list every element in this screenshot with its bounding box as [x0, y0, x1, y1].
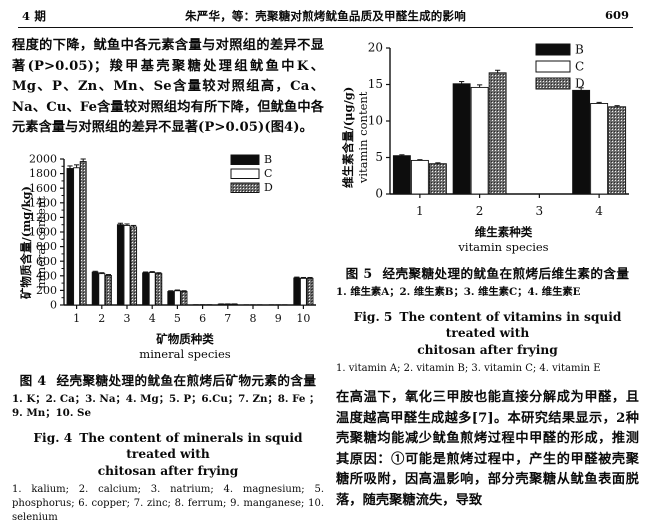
svg-text:0: 0 — [375, 187, 383, 201]
figure-4-caption-en-line2: chitosan after frying — [98, 464, 238, 478]
figure-4-key-en: 1. kalium; 2. calcium; 3. natrium; 4. ma… — [12, 483, 324, 525]
svg-text:D: D — [575, 77, 585, 91]
figure-5-ylabel: 维生素含量/(μg/g) vitamin content — [340, 87, 370, 188]
left-column: 程度的下降，鱿鱼中各元素含量与对照组的差异不显著(P>0.05)；羧甲基壳聚糖处… — [12, 36, 324, 525]
figure-4-ylabel-en: mineral content — [34, 196, 48, 289]
svg-text:8: 8 — [250, 312, 257, 325]
figure-5-key-cn: 1. 维生素A；2. 维生素B；3. 维生素C；4. 维生素E — [336, 285, 639, 300]
svg-text:5: 5 — [174, 312, 181, 325]
svg-text:6: 6 — [199, 312, 206, 325]
svg-text:4: 4 — [149, 312, 156, 325]
figure-4-caption-cn-text: 经壳聚糖处理的鱿鱼在煎烤后矿物元素的含量 — [57, 373, 317, 388]
left-body-paragraph: 程度的下降，鱿鱼中各元素含量与对照组的差异不显著(P>0.05)；羧甲基壳聚糖处… — [12, 36, 324, 139]
figure-5-caption-en-line2: chitosan after frying — [417, 343, 557, 357]
page-header: 4 期 朱严华，等：壳聚糖对煎烤鱿鱼品质及甲醛生成的影响 609 — [0, 8, 651, 34]
svg-text:1800: 1800 — [29, 167, 57, 180]
svg-text:20: 20 — [368, 41, 383, 55]
svg-text:10: 10 — [368, 114, 383, 128]
figure-4-caption-en: Fig. 4 The content of minerals in squid t… — [12, 430, 324, 480]
svg-text:1: 1 — [73, 312, 80, 325]
figure-5-xlabel-en: vitamin species — [368, 240, 639, 254]
figure-4-key-cn: 1. K；2. Ca；3. Na；4. Mg；5. P；6.Cu；7. Zn；8… — [12, 392, 324, 421]
header-divider — [18, 27, 633, 28]
figure-4-ylabel-cn: 矿物质含量/(mg/kg) — [19, 185, 33, 298]
svg-text:2: 2 — [476, 204, 484, 218]
figure-4-caption-cn-number: 图 4 — [20, 373, 47, 388]
figure-5-ylabel-cn: 维生素含量/(μg/g) — [341, 87, 355, 188]
svg-text:5: 5 — [375, 150, 383, 164]
figure-4-caption-cn: 图 4 经壳聚糖处理的鱿鱼在煎烤后矿物元素的含量 — [12, 370, 324, 389]
svg-text:C: C — [264, 167, 272, 180]
figure-5-ylabel-en: vitamin content — [356, 92, 370, 184]
svg-text:3: 3 — [124, 312, 131, 325]
figure-4-caption-en-number: Fig. 4 — [33, 431, 72, 445]
svg-text:B: B — [575, 43, 584, 57]
figure-5-caption-en: Fig. 5 The content of vitamins in squid t… — [336, 309, 639, 359]
svg-text:2000: 2000 — [29, 152, 57, 165]
header-article-title: 朱严华，等：壳聚糖对煎烤鱿鱼品质及甲醛生成的影响 — [0, 8, 651, 24]
svg-text:2: 2 — [98, 312, 105, 325]
figure-5-key-en: 1. vitamin A; 2. vitamin B; 3. vitamin C… — [336, 362, 639, 376]
figure-4-xlabel-en: mineral species — [46, 347, 324, 361]
figure-5-caption-en-line1: The content of vitamins in squid treated… — [399, 310, 621, 341]
svg-text:7: 7 — [224, 312, 231, 325]
svg-text:15: 15 — [368, 77, 383, 91]
svg-text:1: 1 — [416, 204, 424, 218]
figure-5-caption-cn-text: 经壳聚糖处理的鱿鱼在煎烤后维生素的含量 — [383, 266, 630, 281]
figure-4-caption-en-line1: The content of minerals in squid treated… — [79, 431, 302, 462]
svg-text:0: 0 — [50, 298, 57, 311]
figure-5-caption-cn-number: 图 5 — [346, 266, 373, 281]
figure-4-ylabel: 矿物质含量/(mg/kg) mineral content — [18, 185, 48, 298]
svg-text:3: 3 — [536, 204, 544, 218]
svg-text:9: 9 — [275, 312, 282, 325]
figure-5-caption-cn: 图 5 经壳聚糖处理的鱿鱼在煎烤后维生素的含量 — [336, 263, 639, 282]
svg-text:D: D — [264, 181, 273, 194]
right-body-paragraph: 在高温下，氧化三甲胺也能直接分解成为甲醛，且温度越高甲醛生成越多[7]。本研究结… — [336, 388, 639, 511]
figure-5-plot: 0 5 10 15 20 1 2 3 4 BCD — [336, 36, 639, 226]
svg-text:10: 10 — [296, 312, 310, 325]
svg-text:4: 4 — [595, 204, 603, 218]
figure-5-caption-en-number: Fig. 5 — [354, 310, 393, 324]
svg-text:B: B — [264, 153, 272, 166]
page-number: 609 — [605, 8, 629, 22]
svg-text:C: C — [575, 60, 584, 74]
